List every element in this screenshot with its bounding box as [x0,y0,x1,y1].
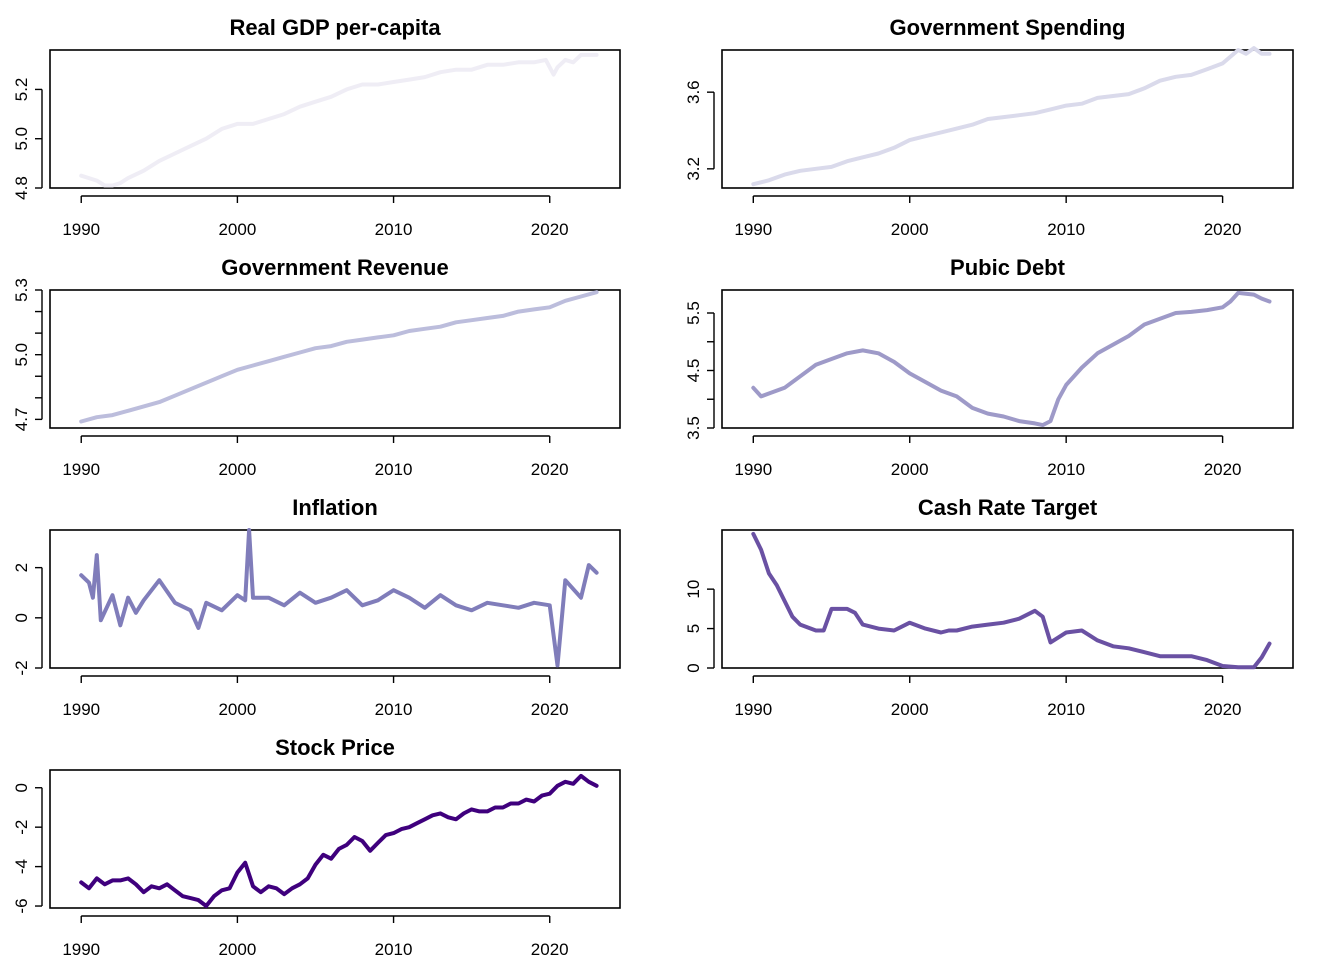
x-tick-label: 2010 [375,220,413,239]
y-axis: -2 0 2 [12,563,43,676]
x-tick-label: 2010 [375,700,413,719]
y-tick-label: 3.5 [684,416,703,440]
y-tick-label: 4.5 [684,359,703,383]
x-tick-label: 2000 [218,220,256,239]
y-axis: 4.8 5.0 5.2 [12,78,43,200]
x-axis: 1990 2000 2010 2020 [62,435,569,479]
series-line-inflation [79,528,599,668]
x-tick-label: 2000 [218,940,256,959]
x-tick-label: 2020 [531,460,569,479]
y-axis: 0 5 10 [684,580,715,673]
x-tick-label: 2020 [1204,460,1242,479]
x-tick-label: 2000 [218,460,256,479]
y-axis: 3.2 3.6 [684,80,715,181]
y-tick-label: 0 [12,613,31,622]
panel-title: Stock Price [275,735,395,760]
x-axis: 1990 2000 2010 2020 [734,435,1242,479]
x-axis: 1990 2000 2010 2020 [62,195,569,239]
y-axis: -6 -4 -2 0 [12,783,43,914]
y-tick-label: 4.8 [12,176,31,200]
panel-title: Inflation [292,495,378,520]
y-tick-label: -2 [12,660,31,675]
x-tick-label: 2010 [1047,460,1085,479]
panel-title: Cash Rate Target [918,495,1098,520]
x-tick-label: 2020 [531,700,569,719]
series-line-cash-rate-target [751,531,1272,670]
y-tick-label: 3.2 [684,157,703,181]
x-tick-label: 2000 [218,700,256,719]
y-tick-label: 5.5 [684,301,703,325]
x-tick-label: 1990 [734,700,772,719]
series-line-government-spending [751,46,1272,187]
y-tick-label: 0 [12,783,31,792]
panel-cash-rate-target: Cash Rate Target 1990 2000 2010 2020 0 5 10 [684,495,1294,719]
panel-title: Government Spending [890,15,1126,40]
x-tick-label: 2010 [1047,220,1085,239]
y-tick-label: 5 [684,624,703,633]
series-line-government-revenue [79,290,599,424]
y-tick-label: -4 [12,859,31,874]
y-tick-label: 5.0 [12,343,31,367]
series-line-real-gdp-per-capita [79,52,599,188]
x-axis: 1990 2000 2010 2020 [62,675,569,719]
x-tick-label: 1990 [62,460,100,479]
x-axis: 1990 2000 2010 2020 [734,675,1242,719]
plot-frame [721,529,1294,669]
y-tick-label: 4.7 [12,408,31,432]
x-tick-label: 1990 [62,220,100,239]
x-tick-label: 2010 [375,460,413,479]
x-tick-label: 1990 [62,940,100,959]
x-tick-label: 2000 [891,460,929,479]
x-axis: 1990 2000 2010 2020 [62,915,569,959]
plot-frame [49,49,621,189]
plot-frame [721,49,1294,189]
plot-frame [49,289,621,429]
y-tick-label: 3.6 [684,80,703,104]
y-axis: 4.7 5.0 5.3 [12,278,43,432]
panel-government-revenue: Government Revenue 1990 2000 2010 2020 4.7 5.0… [12,255,621,479]
series-line-pubic-debt [751,290,1272,428]
panel-inflation: Inflation 1990 2000 2010 2020 -2 0 2 [12,495,621,719]
x-tick-label: 2020 [1204,700,1242,719]
x-tick-label: 2020 [531,220,569,239]
panel-title: Real GDP per-capita [229,15,441,40]
plot-frame [49,769,621,909]
x-axis: 1990 2000 2010 2020 [734,195,1242,239]
y-tick-label: 5.0 [12,127,31,151]
y-tick-label: 10 [684,580,703,599]
y-tick-label: 5.2 [12,78,31,102]
y-tick-label: 2 [12,563,31,572]
y-axis: 3.5 4.5 5.5 [684,301,715,440]
x-tick-label: 2010 [1047,700,1085,719]
x-tick-label: 2010 [375,940,413,959]
panel-title: Government Revenue [221,255,448,280]
panel-stock-price: Stock Price 1990 2000 2010 2020 -6 -4 -2 0 [12,735,621,959]
x-tick-label: 2000 [891,220,929,239]
y-tick-label: 0 [684,663,703,672]
y-tick-label: -6 [12,898,31,913]
plot-frame [721,289,1294,429]
plot-frame [49,529,621,669]
x-tick-label: 1990 [734,220,772,239]
panel-real-gdp-per-capita: Real GDP per-capita 1990 2000 2010 2020 4.8 5.… [12,15,621,239]
series-line-stock-price [79,773,599,908]
x-tick-label: 2000 [891,700,929,719]
y-tick-label: 5.3 [12,278,31,302]
x-tick-label: 2020 [1204,220,1242,239]
panel-title: Pubic Debt [950,255,1066,280]
y-tick-label: -2 [12,820,31,835]
x-tick-label: 1990 [734,460,772,479]
x-tick-label: 1990 [62,700,100,719]
panel-pubic-debt: Pubic Debt 1990 2000 2010 2020 3.5 4.5 5.5 [684,255,1294,479]
x-tick-label: 2020 [531,940,569,959]
